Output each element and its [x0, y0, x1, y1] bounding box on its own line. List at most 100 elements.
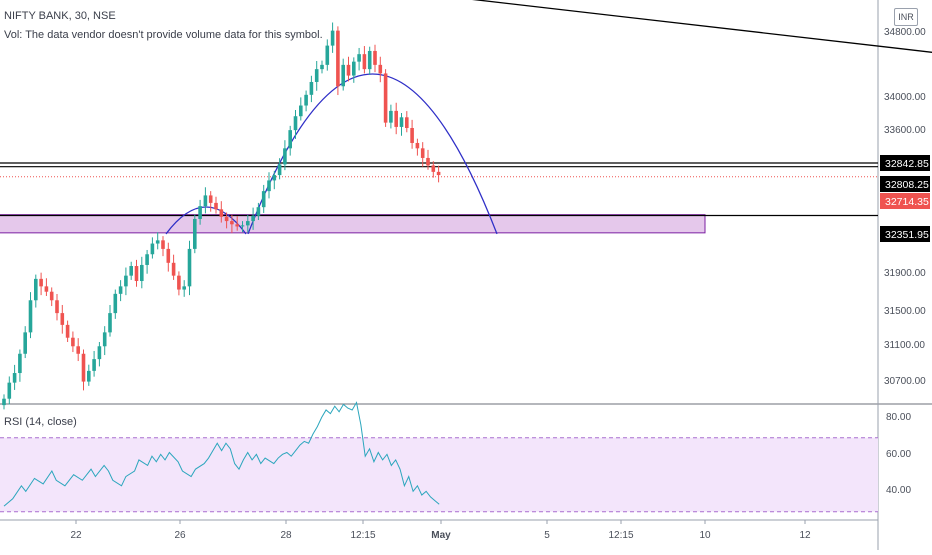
- candle-body: [187, 248, 192, 287]
- candle-body: [155, 240, 160, 244]
- price-tick-label: 30700.00: [884, 376, 926, 387]
- candle-body: [71, 337, 75, 347]
- candle-body: [208, 195, 213, 203]
- price-tag-label: 32808.25: [885, 179, 929, 191]
- candle-body: [49, 291, 54, 301]
- candle-body: [140, 264, 144, 282]
- candle-body: [198, 206, 202, 219]
- candle-body: [193, 218, 197, 249]
- candle-body: [240, 225, 245, 227]
- candle-body: [277, 164, 282, 176]
- candle-body: [219, 209, 224, 217]
- price-tag-label: 32842.85: [885, 158, 929, 170]
- price-tick-label: 33600.00: [884, 125, 926, 136]
- candle-body: [373, 50, 377, 65]
- candle-body: [60, 313, 65, 325]
- candle-body: [65, 324, 70, 338]
- candle-body: [12, 373, 17, 383]
- price-tick-label: 31900.00: [884, 268, 926, 279]
- currency-badge[interactable]: INR: [894, 8, 918, 26]
- candle-body: [389, 110, 393, 123]
- candle-body: [102, 332, 107, 347]
- candle-body: [293, 116, 298, 131]
- candle-body: [113, 293, 118, 314]
- candle-body: [108, 313, 112, 333]
- candle-body: [76, 346, 80, 354]
- price-tick-label: 34000.00: [884, 92, 926, 103]
- candle-body: [309, 81, 314, 95]
- price-tag-label: 32714.35: [885, 196, 929, 208]
- candle-body: [304, 94, 308, 106]
- candle-body: [7, 382, 12, 399]
- candle-body: [251, 215, 255, 222]
- rsi-tick-label: 80.00: [886, 412, 911, 423]
- symbol-legend[interactable]: NIFTY BANK, 30, NSE: [4, 10, 116, 22]
- candle-body: [44, 286, 49, 292]
- time-tick-label: 26: [174, 530, 186, 541]
- candle-body: [415, 142, 420, 149]
- volume-legend: Vol: The data vendor doesn't provide vol…: [4, 29, 323, 41]
- candle-body: [145, 254, 149, 265]
- candle-body: [299, 105, 303, 117]
- candle-body: [182, 286, 186, 290]
- candle-body: [410, 127, 414, 143]
- time-tick-label: 10: [699, 530, 711, 541]
- candle-body: [23, 332, 27, 354]
- candle-body: [161, 240, 165, 249]
- candle-body: [399, 117, 404, 127]
- candle-body: [261, 191, 266, 208]
- rsi-legend[interactable]: RSI (14, close): [4, 416, 77, 428]
- time-tick-label: 5: [544, 530, 550, 541]
- rsi-line: [3, 401, 440, 507]
- candle-body: [230, 221, 234, 225]
- candle-body: [267, 180, 271, 192]
- time-tick-label: May: [431, 530, 451, 541]
- time-tick-label: 12:15: [608, 530, 633, 541]
- time-tick-label: 22: [70, 530, 82, 541]
- rsi-band: [0, 437, 878, 512]
- pattern-arc: [247, 73, 498, 235]
- candle-body: [405, 117, 409, 128]
- price-tag: [880, 193, 930, 209]
- candle-body: [134, 266, 139, 282]
- candle-body: [346, 64, 351, 76]
- candle-body: [177, 275, 181, 290]
- candle-body: [166, 248, 171, 263]
- candle-body: [203, 195, 208, 207]
- candle-body: [246, 221, 250, 226]
- candle-body: [352, 61, 356, 76]
- candle-body: [420, 148, 425, 158]
- candle-body: [362, 54, 367, 70]
- candle-body: [383, 73, 388, 123]
- candle-body: [235, 224, 239, 227]
- candle-body: [2, 398, 6, 406]
- candle-body: [330, 30, 335, 46]
- time-tick-label: 12: [799, 530, 811, 541]
- candle-body: [436, 171, 441, 176]
- price-tick-label: 34800.00: [884, 27, 926, 38]
- time-tick-label: 28: [280, 530, 292, 541]
- candle-body: [129, 266, 133, 276]
- time-tick-label: 12:15: [350, 530, 375, 541]
- candle-body: [87, 370, 91, 382]
- support-zone: [0, 214, 706, 234]
- candle-body: [314, 69, 319, 82]
- candle-body: [394, 110, 398, 127]
- trendline: [471, 0, 932, 53]
- candle-body: [150, 243, 155, 255]
- candle-body: [431, 165, 436, 172]
- candle-body: [341, 64, 345, 87]
- candle-body: [34, 278, 38, 301]
- candle-body: [336, 30, 340, 87]
- candle-body: [124, 275, 128, 287]
- candle-body: [288, 130, 292, 149]
- candle-body: [214, 202, 218, 210]
- price-tag-label: 32351.95: [885, 229, 929, 241]
- candle-body: [283, 148, 287, 165]
- rsi-tick-label: 40.00: [886, 485, 911, 496]
- candle-body: [320, 64, 324, 70]
- candle-body: [81, 353, 86, 382]
- candle-body: [367, 50, 372, 70]
- candle-body: [224, 216, 229, 222]
